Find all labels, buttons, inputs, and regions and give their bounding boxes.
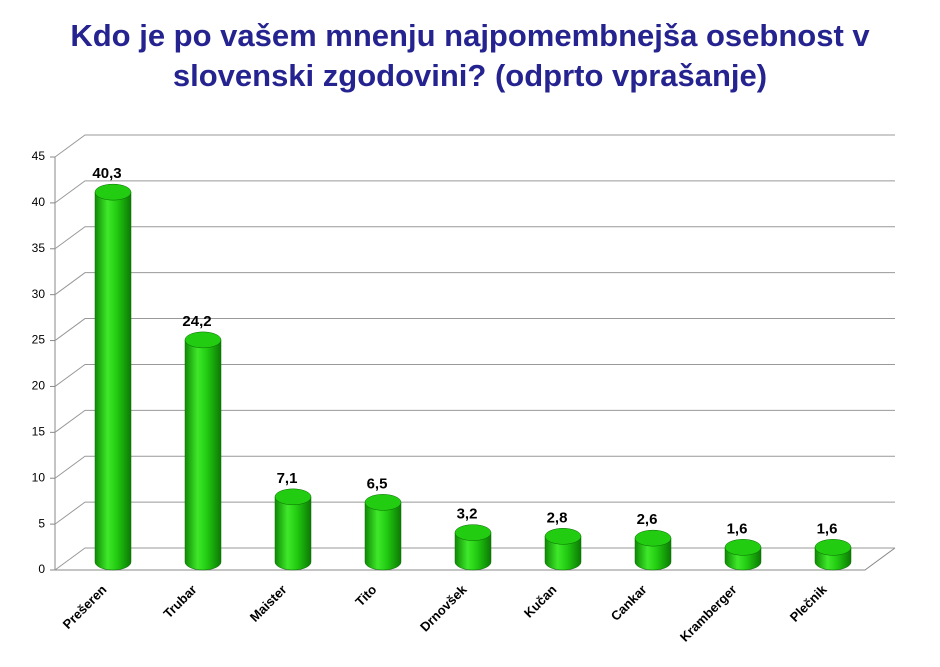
bar-top [814, 539, 852, 556]
grid-line [54, 180, 895, 204]
bar-body [454, 532, 492, 571]
grid-line [54, 134, 895, 158]
x-tick-label: Prešeren [60, 582, 110, 632]
value-label: 2,8 [547, 509, 568, 526]
y-tick-label: 5 [38, 516, 45, 530]
grid-line [54, 272, 895, 296]
grid-line [54, 501, 895, 525]
y-tick-label: 15 [32, 425, 46, 439]
grid-line [54, 547, 895, 571]
bar-body [634, 537, 672, 571]
bar-top [94, 183, 132, 201]
value-label: 3,2 [457, 506, 478, 523]
grid-line [54, 363, 895, 387]
bar-body [94, 191, 132, 571]
x-tick-label: Maister [247, 582, 290, 625]
floor [55, 547, 896, 571]
x-tick-label: Trubar [160, 582, 199, 621]
bar [544, 528, 582, 571]
y-tick-label: 30 [32, 287, 46, 301]
x-tick-label: Drnovšek [417, 581, 470, 634]
bar-top [634, 529, 672, 547]
bar [634, 529, 672, 571]
y-tick-label: 35 [32, 241, 46, 255]
value-label: 24,2 [182, 313, 211, 330]
value-label: 2,6 [637, 511, 658, 528]
value-label: 40,3 [92, 165, 121, 182]
y-tick-label: 25 [32, 333, 46, 347]
bar-top [184, 331, 222, 349]
value-label: 6,5 [367, 475, 388, 492]
x-tick-label: Tito [352, 582, 379, 609]
bar [814, 539, 852, 571]
bar-top [274, 488, 312, 506]
bar [364, 494, 402, 571]
bar [94, 183, 132, 571]
grid-line [54, 455, 895, 479]
x-tick-label: Cankar [608, 582, 650, 624]
y-tick-label: 40 [32, 195, 46, 209]
value-label: 7,1 [277, 470, 298, 487]
chart-title: Kdo je po vašem mnenju najpomembnejša os… [70, 18, 870, 93]
y-tick-label: 0 [38, 562, 45, 576]
bar-body [364, 502, 402, 571]
bar-top [454, 524, 492, 541]
y-tick-label: 10 [32, 470, 46, 484]
grid-line [54, 318, 895, 341]
x-tick-label: Plečnik [787, 581, 830, 624]
y-tick-label: 20 [32, 379, 46, 393]
bar-top [724, 539, 762, 556]
bar-body [274, 496, 312, 571]
grid-line [54, 226, 895, 250]
x-tick-label: Kučan [521, 582, 560, 621]
bar [184, 331, 222, 571]
bar [724, 539, 762, 571]
bar [274, 488, 312, 571]
y-tick-label: 45 [32, 149, 46, 163]
value-label: 1,6 [727, 520, 748, 537]
bar-top [364, 494, 402, 511]
bar-body [184, 339, 222, 571]
grid-line [54, 409, 895, 433]
x-tick-label: Kramberger [677, 582, 740, 645]
bar-top [544, 528, 582, 545]
value-label: 1,6 [817, 520, 838, 537]
bar [454, 524, 492, 571]
bar-body [544, 536, 582, 571]
